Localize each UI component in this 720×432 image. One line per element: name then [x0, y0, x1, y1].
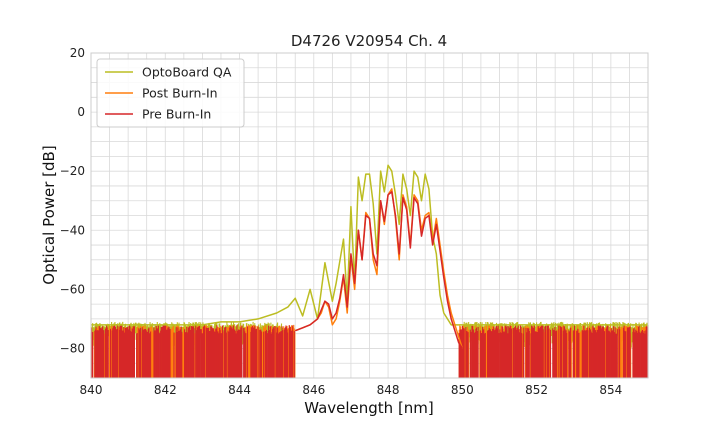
y-axis-label: Optical Power [dB]: [40, 145, 58, 284]
y-tick-label: 0: [77, 105, 85, 119]
series-line-pre-burn-in: [294, 191, 463, 349]
legend-label: Post Burn-In: [142, 86, 218, 101]
legend-label: OptoBoard QA: [142, 65, 232, 80]
series-layer: [91, 164, 648, 349]
legend: OptoBoard QA Post Burn-In Pre Burn-In: [96, 58, 245, 128]
x-tick-label: 840: [80, 383, 103, 397]
x-tick-label: 852: [525, 383, 548, 397]
y-tick-label: −60: [60, 282, 85, 296]
x-tick-labels: 840 842 844 846 848 850 852 854: [80, 383, 623, 397]
y-tick-label: −20: [60, 164, 85, 178]
y-tick-label: −80: [60, 341, 85, 355]
x-tick-label: 854: [599, 383, 622, 397]
series-line-post-burn-in: [294, 188, 464, 349]
x-tick-label: 842: [154, 383, 177, 397]
series-line-optoboard-qa: [91, 164, 648, 326]
chart-title: D4726 V20954 Ch. 4: [291, 32, 447, 50]
plot-frame: [90, 52, 649, 379]
y-tick-label: −40: [60, 223, 85, 237]
x-tick-label: 844: [228, 383, 251, 397]
y-tick-label: 20: [70, 46, 85, 60]
legend-label: Pre Burn-In: [142, 107, 211, 122]
y-tick-labels: 20 0 −20 −40 −60 −80: [60, 46, 85, 355]
x-tick-label: 850: [451, 383, 474, 397]
legend-box: [96, 58, 245, 128]
x-axis-label: Wavelength [nm]: [304, 399, 434, 417]
x-tick-label: 848: [377, 383, 400, 397]
x-tick-label: 846: [302, 383, 325, 397]
